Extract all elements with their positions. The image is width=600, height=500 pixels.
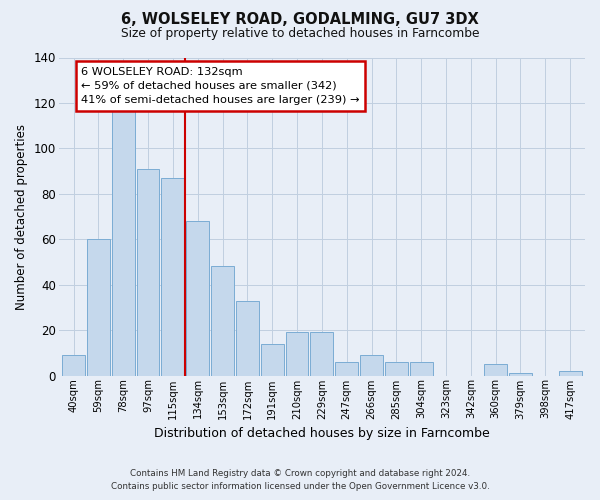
Bar xyxy=(261,344,284,376)
Text: 6 WOLSELEY ROAD: 132sqm
← 59% of detached houses are smaller (342)
41% of semi-d: 6 WOLSELEY ROAD: 132sqm ← 59% of detache… xyxy=(81,66,359,106)
Bar xyxy=(335,362,358,376)
Bar xyxy=(187,221,209,376)
Bar xyxy=(62,355,85,376)
Bar xyxy=(360,355,383,376)
X-axis label: Distribution of detached houses by size in Farncombe: Distribution of detached houses by size … xyxy=(154,427,490,440)
Bar xyxy=(310,332,333,376)
Bar xyxy=(484,364,507,376)
Text: 6, WOLSELEY ROAD, GODALMING, GU7 3DX: 6, WOLSELEY ROAD, GODALMING, GU7 3DX xyxy=(121,12,479,28)
Bar xyxy=(559,371,581,376)
Bar xyxy=(509,373,532,376)
Text: Contains HM Land Registry data © Crown copyright and database right 2024.
Contai: Contains HM Land Registry data © Crown c… xyxy=(110,470,490,491)
Bar xyxy=(286,332,308,376)
Text: Size of property relative to detached houses in Farncombe: Size of property relative to detached ho… xyxy=(121,28,479,40)
Bar xyxy=(137,169,160,376)
Y-axis label: Number of detached properties: Number of detached properties xyxy=(15,124,28,310)
Bar xyxy=(87,239,110,376)
Bar xyxy=(211,266,234,376)
Bar xyxy=(112,110,134,376)
Bar xyxy=(410,362,433,376)
Bar xyxy=(161,178,184,376)
Bar xyxy=(236,300,259,376)
Bar xyxy=(385,362,408,376)
